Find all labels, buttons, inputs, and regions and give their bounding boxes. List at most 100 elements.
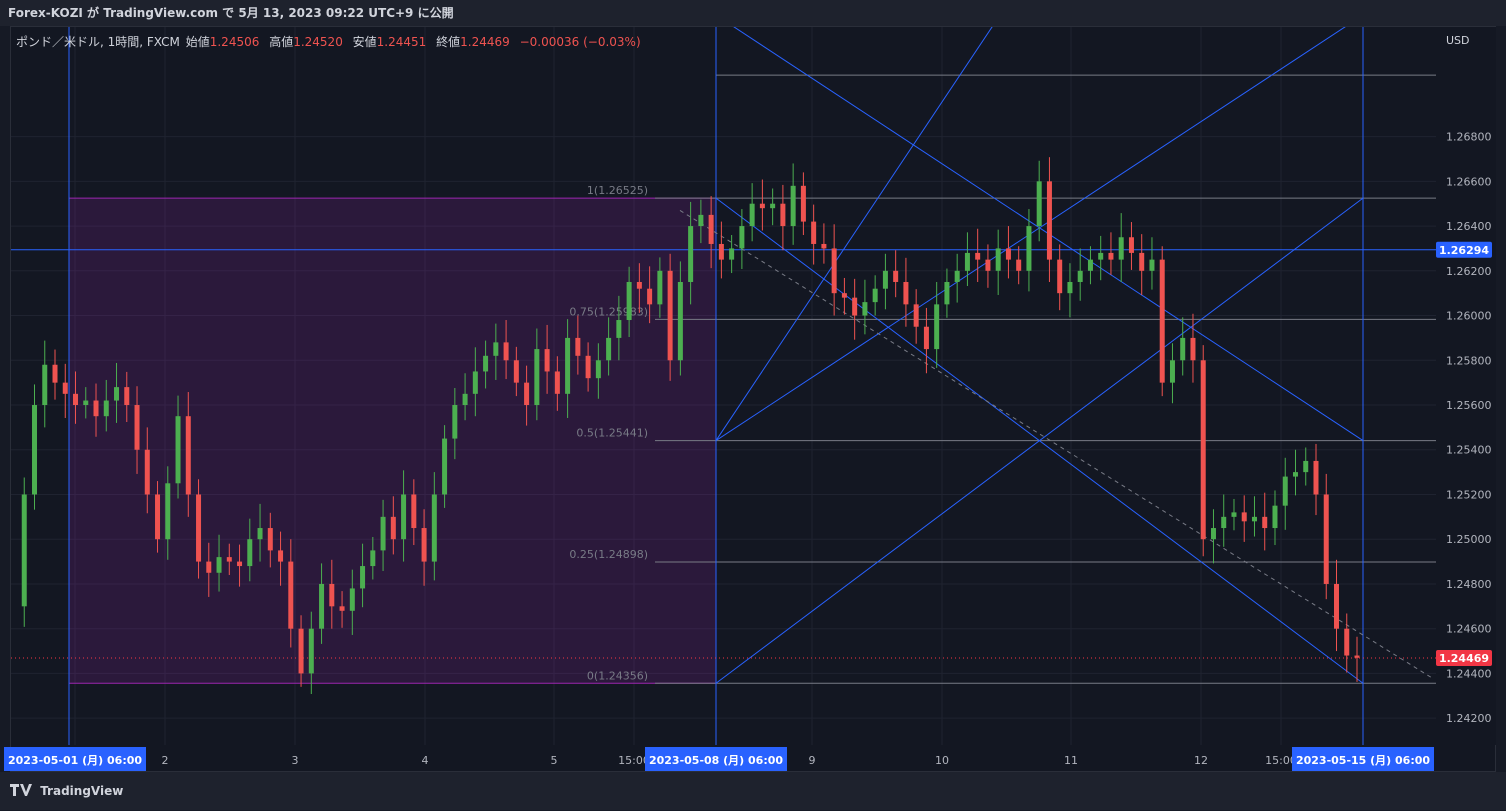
x-tick-label: 15:00: [1265, 754, 1297, 767]
candle-body: [32, 405, 38, 495]
candle-body: [534, 349, 540, 406]
candle-body: [595, 360, 601, 379]
y-tick-label: 1.26600: [1446, 175, 1492, 188]
low-label: 安値: [352, 35, 377, 49]
candle-body: [554, 371, 560, 394]
candle-body: [780, 203, 786, 227]
y-tick-label: 1.25400: [1446, 444, 1492, 457]
candle-body: [1241, 512, 1247, 522]
candle-body: [52, 364, 58, 383]
candle-body: [390, 516, 396, 540]
y-tick-label: 1.26200: [1446, 265, 1492, 278]
candle-body: [1180, 337, 1186, 361]
candle-body: [339, 606, 345, 611]
candle-body: [1139, 252, 1145, 271]
price-label: 1.24469: [1439, 652, 1489, 665]
candle-body: [401, 494, 407, 540]
candle-body: [698, 214, 704, 227]
candle-body: [708, 214, 714, 244]
price-label: 1.26294: [1439, 244, 1489, 257]
candle-body: [667, 270, 673, 361]
currency-label: USD: [1446, 34, 1470, 47]
candle-body: [1128, 237, 1134, 253]
time-label: 2023-05-01 (月) 06:00: [8, 754, 142, 767]
candle-body: [114, 387, 120, 401]
candle-body: [1323, 494, 1329, 584]
candle-body: [1262, 516, 1268, 529]
candle-body: [308, 628, 314, 674]
candle-body: [1354, 655, 1360, 658]
candle-body: [657, 270, 663, 305]
y-tick-label: 1.24400: [1446, 667, 1492, 680]
candle-body: [411, 494, 417, 529]
candle-body: [134, 405, 140, 450]
candle-body: [1005, 248, 1011, 260]
price-chart[interactable]: 1(1.26525) 0.75(1.25983) 0.5(1.25441) 0.25(…: [0, 0, 1506, 772]
candle-body: [83, 400, 89, 406]
fib-level-label: 0(1.24356): [587, 669, 648, 682]
fib-retracement: 1(1.26525) 0.75(1.25983) 0.5(1.25441) 0.25(…: [569, 74, 1436, 684]
symbol-legend: ポンド／米ドル, 1時間, FXCM 始値1.24506 高値1.24520 安…: [16, 33, 647, 50]
x-tick-label: 10: [935, 754, 949, 767]
candle-body: [1087, 259, 1093, 271]
x-tick-label: 3: [292, 754, 299, 767]
candle-body: [1210, 528, 1216, 540]
price-axis-bg: [1436, 27, 1496, 745]
candle-body: [124, 387, 130, 406]
low-value: 1.24451: [376, 35, 427, 49]
candle-body: [1098, 252, 1104, 260]
candle-body: [811, 221, 817, 244]
candle-body: [1026, 226, 1032, 271]
y-tick-label: 1.26400: [1446, 220, 1492, 233]
candle-body: [442, 438, 448, 495]
time-label-bg: [1292, 747, 1434, 771]
candle-body: [729, 248, 735, 260]
y-tick-label: 1.24600: [1446, 623, 1492, 636]
candle-body: [226, 557, 232, 562]
fib-level-label: 0.25(1.24898): [569, 548, 648, 561]
trend-drawings: [11, 27, 1436, 745]
time-label-bg: [4, 747, 146, 771]
candle-body: [524, 382, 530, 406]
candle-body: [831, 248, 837, 294]
candle-body: [1251, 516, 1257, 522]
candle-body: [544, 349, 550, 372]
candle-body: [964, 252, 970, 271]
candle-body: [165, 483, 171, 540]
candle-body: [800, 185, 806, 222]
candle-body: [1046, 181, 1052, 260]
candle-body: [1067, 281, 1073, 294]
price-label-bg: [1436, 241, 1492, 258]
y-tick-label: 1.25800: [1446, 354, 1492, 367]
candle-body: [821, 243, 827, 249]
candle-body: [790, 185, 796, 227]
x-tick-label: 4: [422, 754, 429, 767]
candle-body: [1149, 259, 1155, 271]
candle-body: [370, 550, 376, 567]
change-value: −0.00036 (−0.03%): [519, 35, 641, 49]
candle-body: [360, 566, 366, 589]
candle-body: [616, 320, 622, 338]
candle-body: [636, 281, 642, 289]
candle-body: [185, 416, 191, 495]
candle-body: [923, 326, 929, 350]
high-value: 1.24520: [293, 35, 343, 49]
candle-body: [431, 494, 437, 562]
candle-body: [62, 382, 68, 394]
candle-body: [1159, 259, 1165, 383]
candle-body: [288, 561, 294, 629]
candle-body: [626, 281, 632, 321]
candle-body: [1313, 460, 1319, 495]
candle-body: [267, 528, 273, 551]
y-tick-label: 1.24800: [1446, 578, 1492, 591]
time-label-bg: [645, 747, 787, 771]
candle-body: [319, 583, 325, 629]
open-label: 始値: [185, 35, 210, 49]
candle-body: [93, 400, 99, 417]
y-tick-label: 1.25000: [1446, 533, 1492, 546]
symbol-info: ポンド／米ドル, 1時間, FXCM: [16, 35, 180, 49]
candle-body: [216, 557, 222, 573]
candle-body: [585, 355, 591, 379]
candle-body: [472, 371, 478, 394]
candle-body: [237, 561, 243, 567]
